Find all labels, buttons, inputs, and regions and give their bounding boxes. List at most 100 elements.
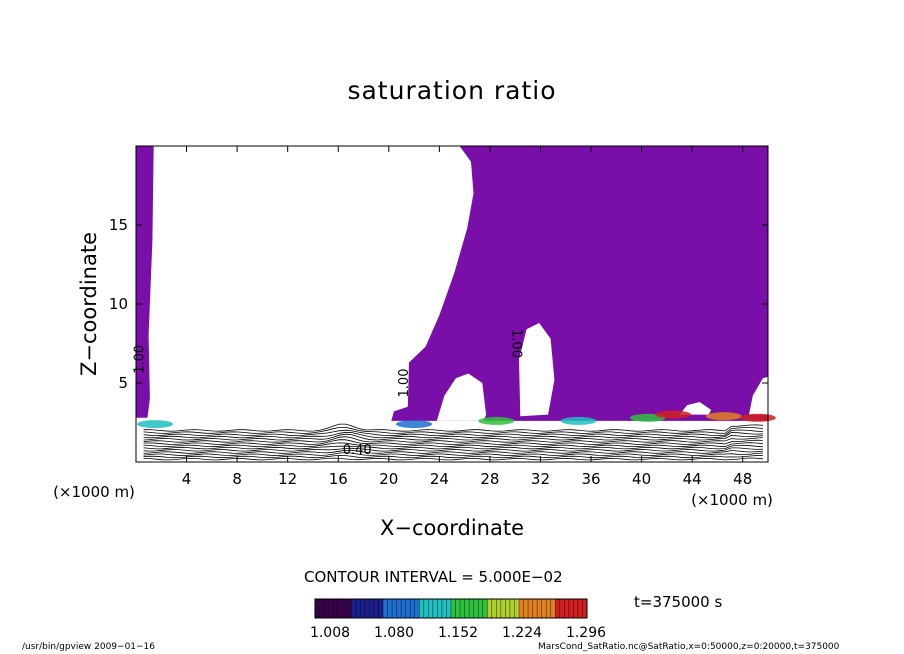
colorbar-cell [410, 599, 416, 618]
colorbar-cell [387, 599, 393, 618]
contour-line [143, 439, 763, 445]
colorbar-cell [351, 599, 357, 618]
colorbar-cell [451, 599, 457, 618]
x-tick-label: 40 [632, 470, 651, 488]
colorbar-cell [342, 599, 348, 618]
colorbar-cell [500, 599, 506, 618]
contour-line [143, 442, 763, 448]
colorbar-cell [519, 599, 525, 618]
colorbar-cell [577, 599, 583, 618]
colorbar-cell [460, 599, 466, 618]
colorbar-tick-label: 1.152 [438, 625, 478, 641]
colorbar-cell [573, 599, 579, 618]
colorbar-cell [464, 599, 470, 618]
colorbar-cell [478, 599, 484, 618]
supersaturation-cell [478, 416, 515, 425]
colorbar-cell [487, 599, 493, 618]
supersaturation-cell [739, 413, 776, 422]
x-axis-label: X−coordinate [380, 516, 524, 540]
colorbar-cell [550, 599, 556, 618]
supersaturation-cell [705, 412, 742, 421]
colorbar-cell [532, 599, 538, 618]
x-tick-label: 16 [329, 470, 348, 488]
colorbar-cell [568, 599, 574, 618]
colorbar-cell [541, 599, 547, 618]
colorbar-cell [392, 599, 398, 618]
x-tick-label: 44 [683, 470, 702, 488]
colorbar-tick-label: 1.080 [374, 625, 414, 641]
x-unit-label: (×1000 m) [691, 491, 773, 509]
colorbar-cell [373, 599, 379, 618]
x-tick-label: 20 [379, 470, 398, 488]
colorbar-cell [441, 599, 447, 618]
contour-line [143, 429, 763, 437]
y-axis-label: Z−coordinate [77, 232, 101, 376]
contour-line [143, 449, 763, 454]
colorbar-cell [559, 599, 565, 618]
supersaturation-cell [396, 420, 433, 429]
colorbar-cell [364, 599, 370, 618]
colorbar-cell [432, 599, 438, 618]
colorbar-cell [423, 599, 429, 618]
colorbar-cell [319, 599, 325, 618]
supersaturation-cell [136, 420, 173, 429]
colorbar-cell [328, 599, 334, 618]
colorbar-cell [369, 599, 375, 618]
contour-line [143, 436, 763, 443]
colorbar-cell [337, 599, 343, 618]
colorbar-tick-label: 1.224 [502, 625, 542, 641]
colorbar-cell [383, 599, 389, 618]
colorbar-cell [491, 599, 497, 618]
colorbar-cell [446, 599, 452, 618]
colorbar-cell [564, 599, 570, 618]
colorbar-cell [396, 599, 402, 618]
contour-line [143, 454, 763, 459]
colorbar-cell [537, 599, 543, 618]
colorbar-cell [546, 599, 552, 618]
colorbar-cell [523, 599, 529, 618]
unsaturated-pocket-1 [436, 373, 487, 421]
colorbar-cell [528, 599, 534, 618]
contour-line [143, 452, 763, 456]
x-tick-label: 12 [278, 470, 297, 488]
colorbar-cell [360, 599, 366, 618]
colorbar-cell [405, 599, 411, 618]
colorbar-cell [333, 599, 339, 618]
colorbar-cell [315, 599, 321, 618]
colorbar-cell [496, 599, 502, 618]
time-label: t=375000 s [634, 593, 723, 611]
colorbar-cell [582, 599, 588, 618]
contour-label: 1.00 [397, 369, 412, 398]
colorbar-cell [514, 599, 520, 618]
colorbar-cell [355, 599, 361, 618]
contour-line [143, 447, 763, 452]
contour-label: 1.00 [133, 345, 148, 374]
colorbar-frame [314, 598, 588, 619]
contour-line [143, 444, 763, 450]
supersaturation-cell [655, 410, 692, 419]
unsaturated-pocket-4 [749, 376, 768, 415]
footer-left: /usr/bin/gpview 2009−01−16 [22, 642, 156, 652]
contour-label: 0.40 [343, 443, 372, 458]
contour-line [143, 423, 763, 432]
colorbar-cell [401, 599, 407, 618]
colorbar-cell [555, 599, 561, 618]
y-tick-label: 5 [118, 374, 128, 392]
x-tick-label: 24 [430, 470, 449, 488]
colorbar-cell [509, 599, 515, 618]
colorbar-tick-label: 1.296 [566, 625, 606, 641]
colorbar-cell [473, 599, 479, 618]
colorbar-cell [419, 599, 425, 618]
x-tick-label: 32 [531, 470, 550, 488]
saturated-region-right [391, 146, 768, 421]
contour-line [143, 433, 763, 441]
x-tick-label: 28 [480, 470, 499, 488]
colorbar-cell [437, 599, 443, 618]
footer-right: MarsCond_SatRatio.nc@SatRatio,x=0:50000,… [538, 642, 840, 652]
colorbar-cell [455, 599, 461, 618]
colorbar-cell [346, 599, 352, 618]
saturated-region-left [136, 146, 154, 418]
y-tick-label: 10 [109, 295, 128, 313]
colorbar-cell [324, 599, 330, 618]
